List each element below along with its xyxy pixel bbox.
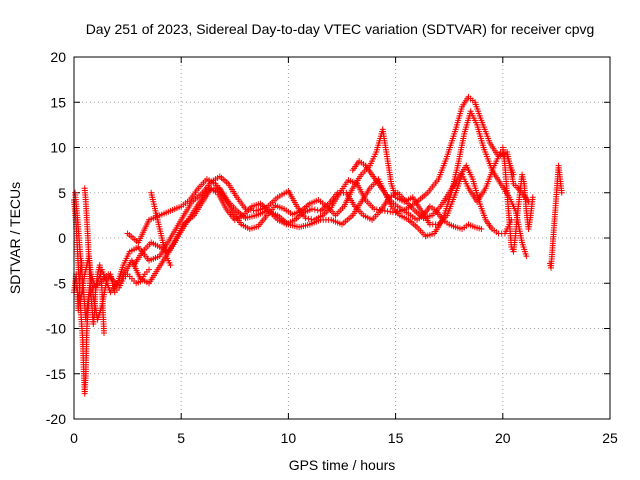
data-point-interp xyxy=(308,216,315,223)
data-point-interp xyxy=(314,207,321,214)
y-tick-label: -5 xyxy=(54,275,67,291)
data-point xyxy=(308,206,315,213)
y-tick-label: -10 xyxy=(46,321,66,337)
data-point xyxy=(101,330,108,337)
axis-ticks: 0 5 10 15 20 25 -20 -15 -10 -5 0 5 10 15 20 xyxy=(46,49,618,446)
grid-lines xyxy=(74,57,610,419)
y-tick-label: 10 xyxy=(50,140,66,156)
y-tick-label: 20 xyxy=(50,49,66,65)
chart-title: Day 251 of 2023, Sidereal Day-to-day VTE… xyxy=(86,21,595,37)
data-point-interp xyxy=(305,215,312,222)
x-tick-label: 25 xyxy=(602,430,618,446)
data-point xyxy=(523,253,530,260)
plot-frame xyxy=(73,56,611,420)
data-points xyxy=(71,93,565,397)
data-point xyxy=(510,171,517,178)
data-point xyxy=(302,215,309,222)
data-point xyxy=(167,262,174,269)
data-point xyxy=(478,225,485,232)
y-tick-label: -15 xyxy=(46,366,66,382)
x-tick-label: 15 xyxy=(388,430,404,446)
y-tick-label: 5 xyxy=(58,185,66,201)
x-tick-label: 0 xyxy=(70,430,78,446)
x-tick-label: 5 xyxy=(177,430,185,446)
y-axis-label: SDTVAR / TECUs xyxy=(7,182,23,294)
x-tick-label: 10 xyxy=(281,430,297,446)
data-point xyxy=(146,266,153,273)
y-tick-label: 0 xyxy=(58,230,66,246)
data-point xyxy=(79,289,86,296)
data-point xyxy=(558,189,565,196)
data-point-interp xyxy=(311,206,318,213)
data-point xyxy=(529,194,536,201)
x-tick-label: 20 xyxy=(495,430,511,446)
y-tick-label: 15 xyxy=(50,94,66,110)
y-tick-label: -20 xyxy=(46,411,66,427)
x-axis-label: GPS time / hours xyxy=(289,457,396,473)
